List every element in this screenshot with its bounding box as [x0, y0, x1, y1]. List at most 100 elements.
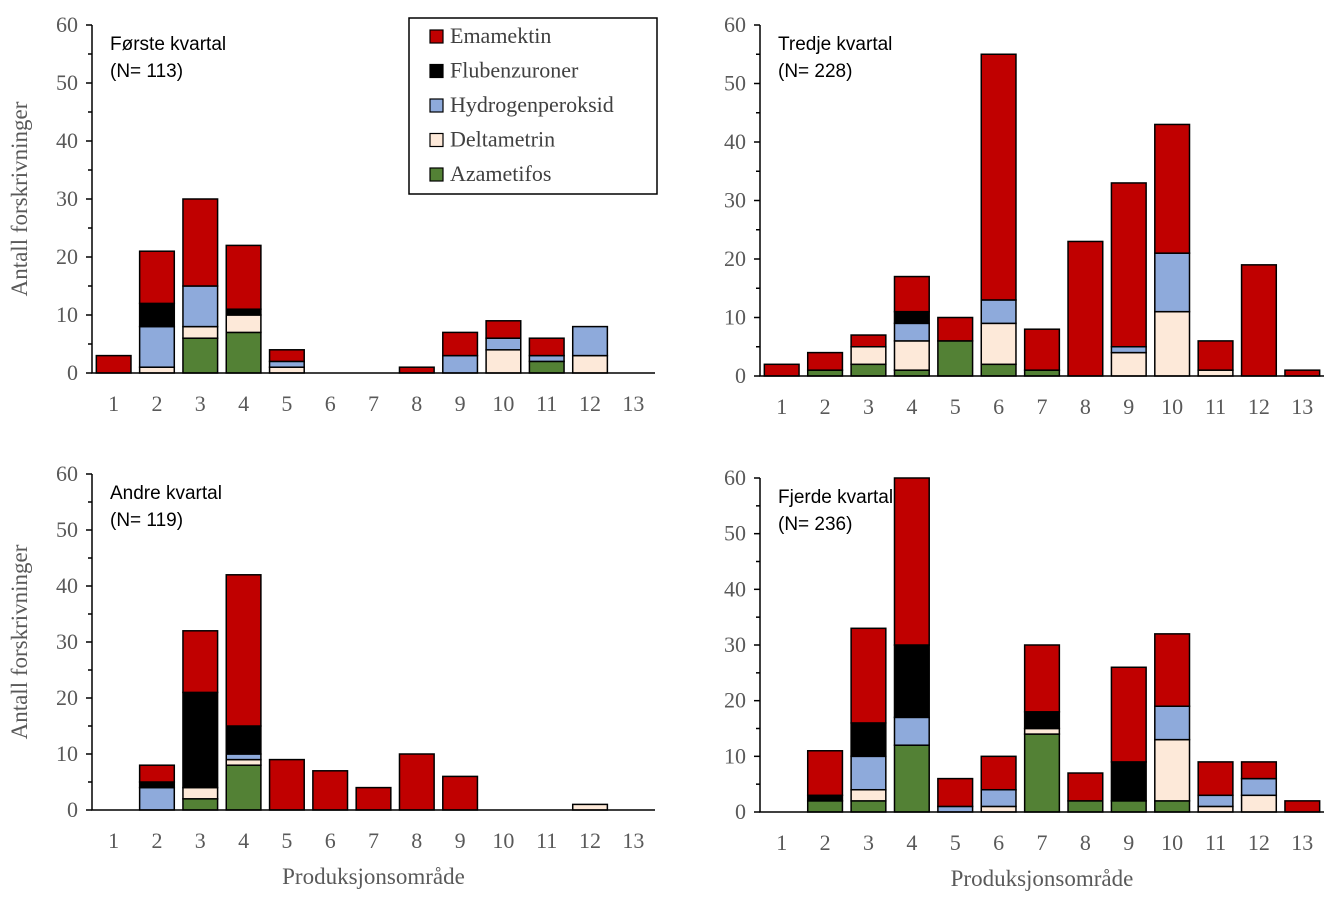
- bar-segment: [442, 775, 479, 811]
- bar-segment: [225, 574, 262, 727]
- x-tick-label: 4: [906, 830, 917, 855]
- bar-segment: [571, 803, 609, 811]
- y-tick-label: 40: [56, 128, 78, 153]
- chart-legend: Emamektin Flubenzuroner Hydrogenperoksid De…: [408, 17, 658, 195]
- bar-segment: [1023, 733, 1061, 813]
- bar-segment: [182, 198, 219, 287]
- bar-segment: [1023, 644, 1061, 713]
- bar-segment: [1110, 346, 1147, 354]
- bar-segment: [182, 325, 219, 339]
- x-tick-label: 6: [993, 830, 1004, 855]
- bar-segment: [571, 354, 609, 374]
- bar-segment: [980, 755, 1017, 791]
- x-tick-label: 7: [368, 391, 379, 416]
- bar-segment: [1067, 240, 1104, 377]
- bar-segment: [850, 722, 887, 758]
- legend-swatch: [429, 132, 444, 148]
- x-tick-label: 8: [1080, 394, 1091, 419]
- x-tick-label: 6: [325, 391, 336, 416]
- bar-segment: [980, 363, 1017, 377]
- y-tick-label: 30: [724, 632, 746, 657]
- bar-segment: [225, 764, 262, 811]
- bar-segment: [1154, 738, 1191, 802]
- bar-segment: [138, 786, 176, 811]
- x-tick-label: 1: [108, 391, 119, 416]
- x-tick-label: 3: [195, 828, 206, 853]
- x-tick-label: 9: [1123, 394, 1134, 419]
- x-tick-label: 2: [820, 394, 831, 419]
- bar-segment: [893, 340, 930, 371]
- panel-count: (N= 228): [778, 61, 852, 82]
- bar-segment: [268, 349, 305, 363]
- bar-segment: [850, 346, 887, 366]
- y-tick-label: 50: [724, 521, 746, 546]
- x-tick-label: 11: [1205, 830, 1226, 855]
- bar-segment: [1023, 369, 1061, 377]
- bar-segment: [182, 786, 219, 800]
- bar-segment: [1154, 310, 1191, 377]
- bar-segment: [182, 337, 219, 374]
- bar-segment: [1110, 800, 1147, 813]
- y-tick-label: 20: [724, 246, 746, 271]
- y-tick-label: 50: [724, 71, 746, 96]
- bar-segment: [1110, 761, 1147, 802]
- bar-segment: [138, 250, 176, 305]
- bar-segment: [355, 786, 392, 811]
- y-axis-title: Antall forskrivninger: [7, 101, 32, 296]
- x-tick-label: 12: [579, 828, 601, 853]
- legend-swatch: [429, 63, 444, 79]
- y-tick-label: 20: [56, 244, 78, 269]
- bar-segment: [1197, 369, 1234, 377]
- bar-segment: [485, 320, 522, 339]
- x-tick-label: 9: [1123, 830, 1134, 855]
- bar-segment: [1240, 761, 1278, 780]
- legend-label: Hydrogenperoksid: [450, 92, 614, 117]
- x-tick-label: 7: [1037, 394, 1048, 419]
- x-axis-title: Produksjonsområde: [282, 864, 465, 889]
- bar-segment: [893, 644, 930, 719]
- bar-segment: [528, 360, 565, 374]
- x-tick-label: 3: [863, 394, 874, 419]
- bar-segment: [1110, 182, 1147, 348]
- bar-segment: [182, 798, 219, 811]
- x-tick-label: 10: [492, 828, 514, 853]
- x-tick-label: 9: [455, 391, 466, 416]
- bar-segment: [182, 285, 219, 328]
- bar-segment: [1154, 705, 1191, 741]
- bar-segment: [225, 758, 262, 766]
- x-tick-label: 11: [536, 391, 557, 416]
- bar-segment: [893, 322, 930, 342]
- bar-segment: [980, 805, 1017, 813]
- x-tick-label: 12: [1248, 394, 1270, 419]
- x-tick-label: 13: [1291, 394, 1313, 419]
- x-tick-label: 13: [1291, 830, 1313, 855]
- panel-count: (N= 119): [110, 510, 183, 531]
- bar-segment: [850, 363, 887, 377]
- bar-segment: [398, 753, 435, 811]
- bar-segment: [1023, 727, 1061, 735]
- x-tick-label: 9: [455, 828, 466, 853]
- x-tick-label: 10: [1161, 394, 1183, 419]
- bar-segment: [980, 53, 1017, 301]
- x-tick-label: 7: [1037, 830, 1048, 855]
- bar-segment: [1197, 761, 1234, 797]
- y-tick-label: 60: [56, 12, 78, 37]
- bar-segment: [893, 275, 930, 313]
- y-tick-label: 40: [56, 573, 78, 598]
- bar-segment: [937, 316, 974, 342]
- bar-segment: [980, 788, 1017, 808]
- bar-segment: [1154, 800, 1191, 813]
- bar-segment: [1197, 340, 1234, 371]
- y-tick-label: 20: [56, 685, 78, 710]
- y-tick-label: 60: [724, 12, 746, 37]
- bar-segment: [268, 758, 305, 811]
- bar-segment: [571, 325, 609, 357]
- x-tick-label: 10: [1161, 830, 1183, 855]
- x-tick-label: 2: [151, 391, 162, 416]
- x-tick-label: 1: [776, 394, 787, 419]
- bar-segment: [225, 331, 262, 374]
